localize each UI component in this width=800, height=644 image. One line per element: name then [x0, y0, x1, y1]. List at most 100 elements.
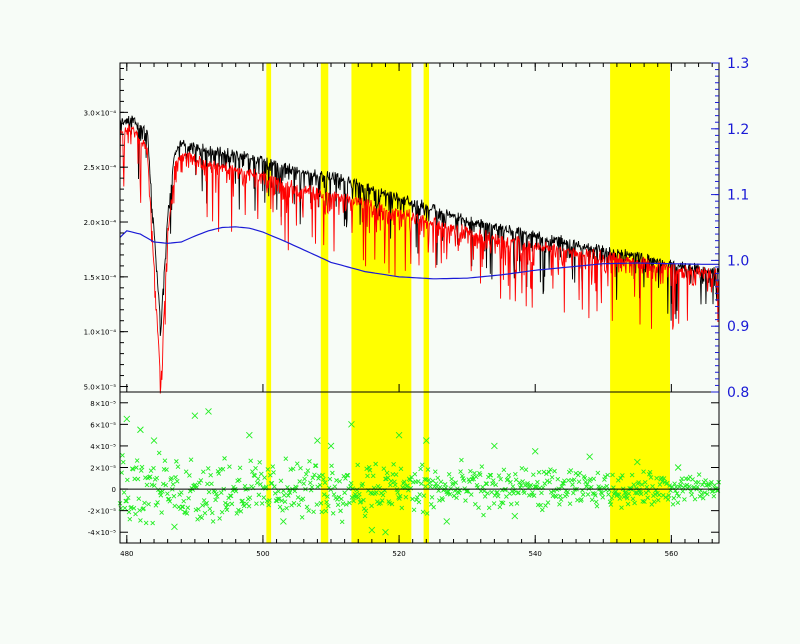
residual-point — [205, 408, 212, 415]
residual-point — [263, 484, 269, 490]
residual-point — [545, 500, 551, 505]
residual-point — [137, 426, 144, 434]
residual-point — [392, 482, 398, 488]
residual-point — [353, 494, 359, 499]
residual-point — [519, 466, 525, 471]
residual-point — [287, 490, 293, 495]
residual-point — [645, 495, 650, 501]
residual-point — [702, 490, 708, 496]
residual-point — [618, 475, 624, 481]
residual-point — [343, 476, 348, 481]
residual-point — [124, 498, 129, 504]
residual-point — [536, 469, 542, 475]
residual-point — [532, 484, 538, 489]
residual-axis-tick-label: 4×10⁻⁵ — [90, 443, 116, 451]
residual-point — [680, 488, 686, 494]
x-axis-tick-label: 480 — [120, 550, 133, 558]
residual-point — [270, 464, 276, 469]
residual-point — [280, 518, 287, 525]
series-line-observed — [119, 115, 719, 336]
residual-point — [576, 479, 582, 484]
residual-point — [594, 503, 600, 509]
residual-point — [153, 502, 159, 508]
residual-point — [642, 480, 648, 485]
residual-point — [473, 474, 479, 480]
residual-point — [672, 481, 677, 486]
residual-point — [272, 484, 277, 489]
residual-point — [633, 458, 641, 466]
residual-point — [379, 498, 385, 503]
residual-point — [324, 499, 329, 505]
residual-point — [559, 484, 565, 490]
residual-point — [605, 472, 610, 478]
residual-point — [446, 471, 452, 477]
residual-point — [558, 497, 564, 502]
residual-point — [624, 495, 630, 501]
residual-point — [358, 499, 364, 504]
residual-point — [589, 497, 595, 503]
residual-point — [703, 478, 708, 483]
residual-point — [487, 472, 493, 478]
residual-point — [315, 484, 320, 490]
residual-point — [656, 492, 662, 498]
residual-point — [185, 505, 191, 511]
residual-point — [570, 482, 575, 487]
residual-point — [134, 465, 139, 470]
residual-point — [403, 494, 409, 500]
right-axis-tick-label: 1.1 — [727, 188, 749, 204]
residual-point — [309, 484, 315, 490]
residual-point — [410, 496, 415, 502]
residual-point — [393, 472, 399, 477]
residual-point — [229, 501, 235, 507]
residual-point — [265, 467, 271, 472]
residual-point — [227, 464, 232, 470]
series-line-model — [119, 123, 719, 394]
residual-axis-tick-label: 8×10⁻⁵ — [90, 400, 116, 408]
residual-point — [651, 499, 657, 505]
residual-point — [125, 495, 131, 501]
residual-point — [319, 509, 325, 515]
residual-point — [199, 515, 205, 521]
left-axis-tick-label: 2.0×10⁻⁴ — [84, 219, 117, 227]
left-axis-tick-label: 5.0×10⁻⁵ — [84, 384, 117, 392]
highlight-band — [423, 63, 430, 543]
residual-point — [669, 484, 675, 490]
residual-point — [357, 491, 362, 497]
residual-point — [676, 493, 682, 499]
residual-point — [290, 466, 296, 472]
residual-point — [411, 507, 417, 513]
residual-point — [695, 484, 700, 490]
residual-point — [160, 489, 165, 494]
residual-point — [169, 475, 174, 481]
residual-point — [539, 507, 545, 513]
residual-point — [497, 504, 503, 510]
residual-point — [593, 493, 598, 498]
residual-point — [151, 465, 156, 471]
residual-point — [415, 479, 421, 484]
residual-point — [187, 488, 193, 494]
residual-point — [187, 473, 192, 478]
residual-point — [523, 467, 529, 472]
residual-point — [591, 476, 597, 482]
residual-point — [304, 504, 310, 510]
residual-point — [355, 462, 361, 468]
residual-point — [595, 470, 601, 476]
residual-point — [225, 502, 231, 507]
residual-point — [571, 477, 577, 483]
residual-point — [123, 498, 129, 504]
residual-point — [318, 500, 324, 506]
residual-point — [552, 468, 557, 474]
residual-point — [236, 507, 241, 513]
residual-point — [567, 501, 573, 507]
residual-point — [476, 505, 481, 511]
residual-point — [547, 479, 552, 485]
residual-point — [443, 518, 451, 525]
residual-point — [383, 476, 388, 482]
residual-point — [484, 481, 490, 487]
residual-axis-tick-label: 2×10⁻⁵ — [90, 465, 116, 473]
residual-point — [172, 503, 178, 509]
residual-point — [292, 488, 298, 494]
residual-point — [348, 421, 355, 428]
residual-point — [655, 497, 661, 503]
